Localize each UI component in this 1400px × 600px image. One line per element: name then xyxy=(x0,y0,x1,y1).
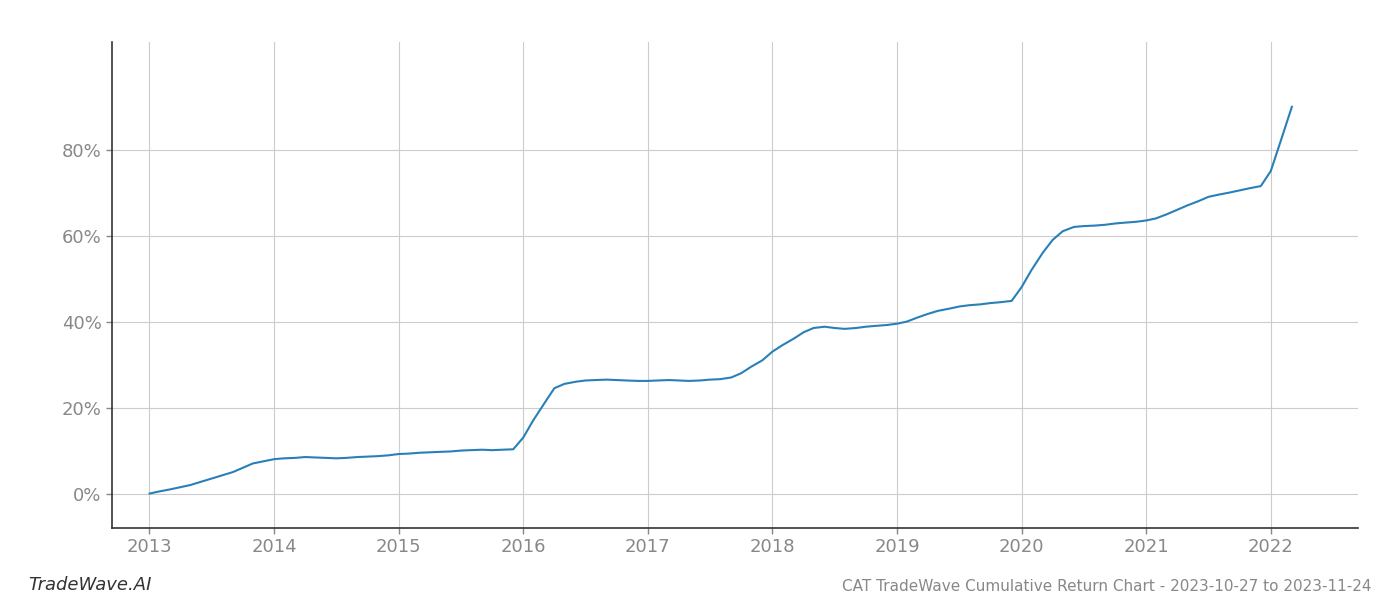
Text: CAT TradeWave Cumulative Return Chart - 2023-10-27 to 2023-11-24: CAT TradeWave Cumulative Return Chart - … xyxy=(843,579,1372,594)
Text: TradeWave.AI: TradeWave.AI xyxy=(28,576,151,594)
